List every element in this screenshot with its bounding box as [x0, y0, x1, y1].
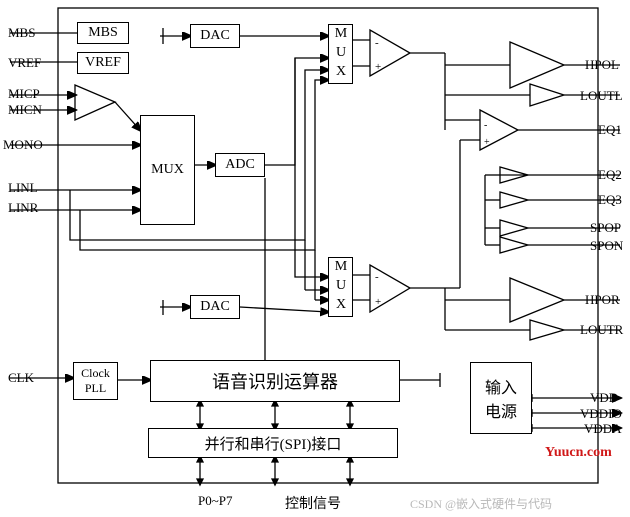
- block-clock: Clock PLL: [73, 362, 118, 400]
- pin-loutr: LOUTR: [580, 322, 623, 338]
- block-mux2v: MUX: [328, 257, 353, 317]
- pin-eq2: EQ2: [598, 167, 622, 183]
- pin-hpor: HPOR: [585, 292, 620, 308]
- footer-ctrl: 控制信号: [285, 493, 341, 513]
- label: DAC: [200, 28, 230, 44]
- block-voice: 语音识别运算器: [150, 360, 400, 402]
- diagram-canvas: - + - + - + MBS VREF DAC DAC: [0, 0, 630, 517]
- pin-vdd: VDD: [590, 390, 618, 406]
- svg-text:+: +: [375, 296, 381, 308]
- pin-vdda: VDDA: [584, 421, 622, 437]
- label: DAC: [200, 299, 230, 315]
- pin-linr: LINR: [8, 200, 38, 216]
- pin-linl: LINL: [8, 180, 38, 196]
- block-spi: 并行和串行(SPI)接口: [148, 428, 398, 458]
- block-vref: VREF: [77, 52, 129, 74]
- pin-micn: MICN: [8, 102, 42, 118]
- pin-eq1: EQ1: [598, 122, 622, 138]
- block-mbs: MBS: [77, 22, 129, 44]
- svg-text:-: -: [375, 37, 379, 49]
- watermark-csdn: CSDN @嵌入式硬件与代码: [410, 495, 552, 512]
- footer-p: P0~P7: [198, 493, 233, 509]
- label: VREF: [85, 55, 121, 71]
- watermark-yuucn: Yuucn.com: [545, 445, 612, 461]
- pin-micp: MICP: [8, 86, 40, 102]
- label: MBS: [88, 25, 118, 41]
- pin-mbs: MBS: [8, 25, 35, 41]
- svg-text:+: +: [484, 137, 490, 148]
- svg-text:-: -: [484, 120, 487, 131]
- pin-loutl: LOUTL: [580, 88, 623, 104]
- pin-clk: CLK: [8, 370, 34, 386]
- pin-vref: VREF: [8, 55, 41, 71]
- pin-hpol: HPOL: [585, 57, 619, 73]
- label: MUX: [333, 26, 349, 83]
- block-dac1: DAC: [190, 24, 240, 48]
- block-mux1v: MUX: [328, 24, 353, 84]
- svg-text:-: -: [375, 271, 379, 283]
- pin-spop: SPOP: [590, 220, 621, 236]
- svg-text:+: +: [375, 61, 381, 73]
- label: MUX: [151, 162, 184, 178]
- block-power: 输入 电源: [470, 362, 532, 434]
- pin-vddio: VDDIO: [580, 406, 622, 422]
- label: ADC: [225, 157, 255, 173]
- block-mux: MUX: [140, 115, 195, 225]
- pin-eq3: EQ3: [598, 192, 622, 208]
- block-dac2: DAC: [190, 295, 240, 319]
- pin-spon: SPON: [590, 238, 623, 254]
- pin-mono: MONO: [3, 137, 43, 153]
- block-adc: ADC: [215, 153, 265, 177]
- label: MUX: [333, 259, 349, 316]
